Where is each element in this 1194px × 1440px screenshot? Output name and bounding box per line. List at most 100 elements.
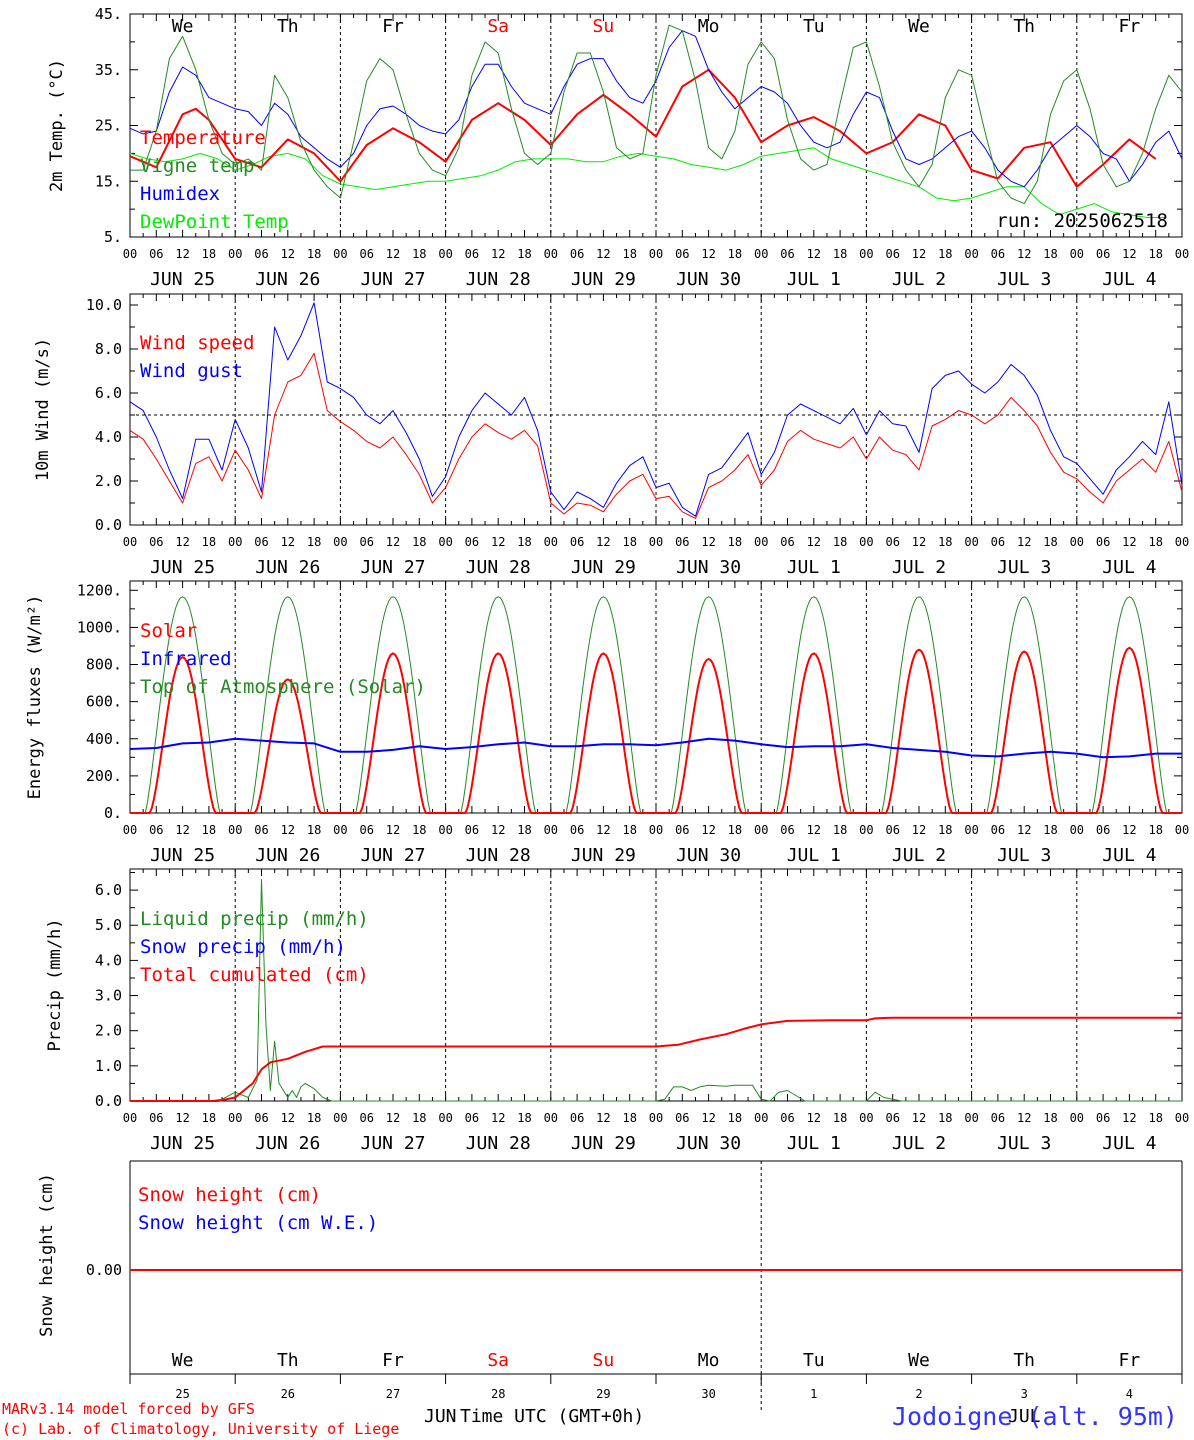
hour-tick-label: 06 (570, 823, 584, 837)
day-label: JUL 2 (892, 845, 946, 866)
hour-tick-label: 00 (859, 823, 873, 837)
weekday-label: Su (593, 1350, 615, 1371)
hour-tick-label: 12 (175, 247, 189, 261)
day-label: JUN 28 (466, 845, 531, 866)
hour-tick-label: 06 (359, 1111, 373, 1125)
hour-tick-label: 06 (675, 247, 689, 261)
y-tick-label: 35. (95, 61, 122, 79)
series-line-humidex (129, 30, 1183, 188)
hour-tick-label: 18 (938, 823, 952, 837)
hour-tick-label: 06 (780, 1111, 794, 1125)
legend-entry: Snow height (cm W.E.) (138, 1212, 378, 1234)
legend-entry: Top of Atmosphere (Solar) (140, 676, 426, 698)
day-label: JUN 27 (360, 557, 425, 578)
y-tick-label: 2.0 (95, 1022, 122, 1040)
hour-tick-label: 18 (622, 1111, 636, 1125)
hour-tick-label: 12 (807, 535, 821, 549)
y-axis-label: 2m Temp. (°C) (47, 59, 67, 192)
hour-tick-label: 12 (386, 823, 400, 837)
hour-tick-label: 06 (254, 247, 268, 261)
hour-tick-label: 12 (701, 535, 715, 549)
hour-tick-label: 18 (938, 247, 952, 261)
hour-tick-label: 18 (412, 1111, 426, 1125)
hour-tick-label: 12 (491, 535, 505, 549)
hour-tick-label: 06 (254, 823, 268, 837)
hour-tick-label: 18 (307, 823, 321, 837)
y-axis-label: Precip (mm/h) (45, 918, 65, 1051)
hour-tick-label: 06 (465, 535, 479, 549)
hour-tick-label: 06 (465, 1111, 479, 1125)
hour-tick-label: 12 (701, 247, 715, 261)
hour-tick-label: 00 (1175, 247, 1189, 261)
hour-tick-label: 00 (228, 535, 242, 549)
hour-tick-label: 06 (991, 1111, 1005, 1125)
series-line-wind-speed (129, 352, 1183, 519)
hour-tick-label: 00 (438, 535, 452, 549)
series-line-vigne-temp (130, 24, 1183, 205)
hour-tick-label: 12 (175, 535, 189, 549)
y-tick-label: 2.0 (95, 472, 122, 490)
hour-tick-label: 12 (596, 1111, 610, 1125)
weekday-label: We (908, 1350, 930, 1371)
y-tick-label: 3.0 (95, 987, 122, 1005)
hour-tick-label: 12 (281, 823, 295, 837)
hour-tick-label: 00 (123, 535, 137, 549)
day-label: JUN 30 (676, 1133, 741, 1154)
y-tick-label: 25. (95, 117, 122, 135)
day-label: JUN 29 (571, 1133, 636, 1154)
hour-tick-label: 06 (991, 247, 1005, 261)
hour-tick-label: 18 (938, 1111, 952, 1125)
hour-tick-label: 12 (912, 823, 926, 837)
hour-tick-label: 06 (885, 247, 899, 261)
hour-tick-label: 18 (728, 535, 742, 549)
hour-tick-label: 12 (807, 1111, 821, 1125)
day-label: JUL 1 (787, 1133, 841, 1154)
y-tick-label: 4.0 (95, 428, 122, 446)
hour-tick-label: 12 (1122, 823, 1136, 837)
day-label: JUN 28 (466, 1133, 531, 1154)
y-axis-label: Snow height (cm) (37, 1173, 57, 1337)
hour-tick-label: 12 (175, 823, 189, 837)
hour-tick-label: 00 (649, 535, 663, 549)
legend-entry: Total cumulated (cm) (140, 964, 369, 986)
hour-tick-label: 06 (885, 535, 899, 549)
y-tick-label: 5. (104, 228, 122, 246)
hour-tick-label: 00 (964, 247, 978, 261)
hour-tick-label: 06 (359, 535, 373, 549)
day-label: JUN 25 (150, 1133, 215, 1154)
weekday-label: Sa (487, 16, 509, 37)
y-tick-label: 15. (95, 172, 122, 190)
y-tick-label: 0. (104, 804, 122, 822)
hour-tick-label: 12 (596, 823, 610, 837)
hour-tick-label: 18 (622, 535, 636, 549)
hour-tick-label: 06 (885, 823, 899, 837)
hour-tick-label: 00 (964, 535, 978, 549)
hour-tick-label: 06 (465, 247, 479, 261)
hour-tick-label: 00 (964, 1111, 978, 1125)
day-label: JUN 30 (676, 269, 741, 290)
y-tick-label: 6.0 (95, 384, 122, 402)
day-number-label: 4 (1126, 1387, 1133, 1401)
hour-tick-label: 00 (544, 823, 558, 837)
day-label: JUN 26 (255, 557, 320, 578)
day-label: JUN 27 (360, 1133, 425, 1154)
hour-tick-label: 00 (438, 823, 452, 837)
day-label: JUN 29 (571, 845, 636, 866)
legend-entry: Solar (140, 620, 197, 642)
hour-tick-label: 06 (465, 823, 479, 837)
y-tick-label: 0.0 (95, 516, 122, 534)
hour-tick-label: 18 (833, 1111, 847, 1125)
series-line-dewpoint-temp (129, 147, 1165, 218)
y-axis-label: Energy fluxes (W/m²) (25, 595, 45, 800)
hour-tick-label: 06 (675, 1111, 689, 1125)
series-line-solar (130, 646, 1182, 814)
legend-entry: Wind speed (140, 332, 254, 354)
hour-tick-label: 12 (1017, 823, 1031, 837)
hour-tick-label: 12 (281, 535, 295, 549)
hour-tick-label: 00 (228, 823, 242, 837)
day-label: JUL 4 (1102, 1133, 1156, 1154)
hour-tick-label: 00 (228, 1111, 242, 1125)
hour-tick-label: 06 (675, 823, 689, 837)
hour-tick-label: 06 (570, 1111, 584, 1125)
